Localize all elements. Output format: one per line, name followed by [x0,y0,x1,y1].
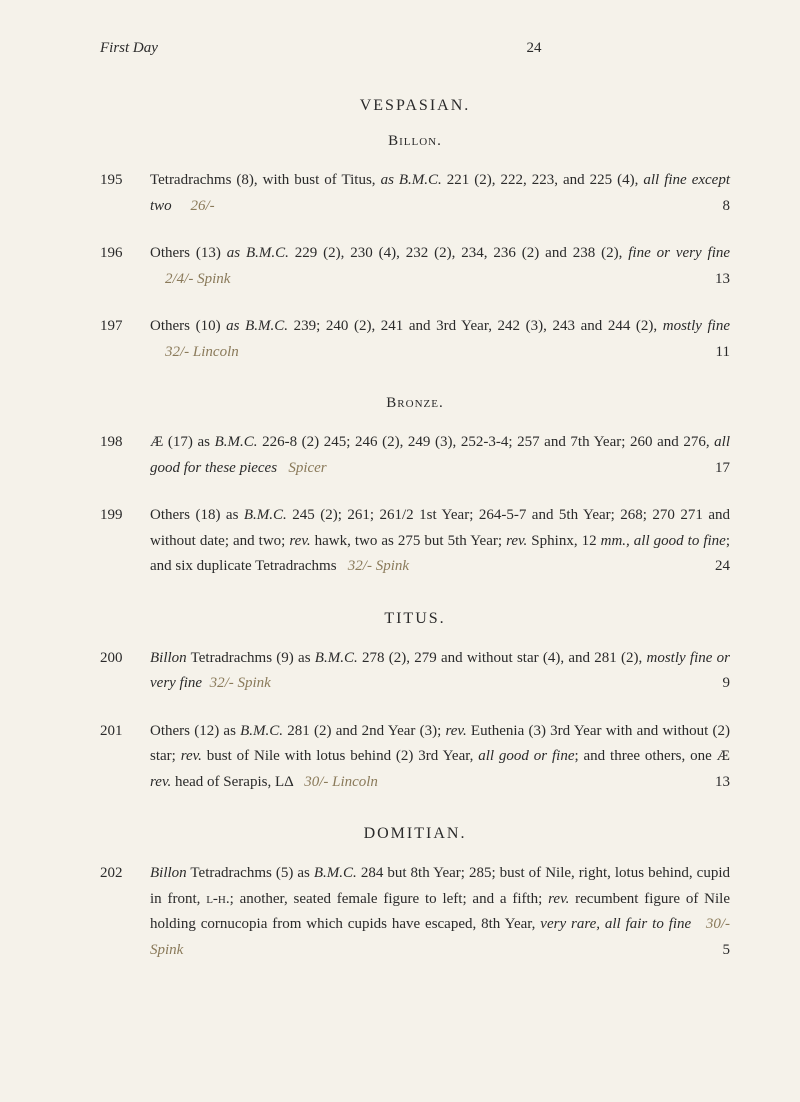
header-left: First Day [100,40,158,57]
price-annotation: Spicer [288,460,326,476]
lot-price: 13 [715,267,730,293]
lot-price: 17 [715,456,730,482]
lot-price: 13 [715,770,730,796]
lot-description: Others (10) as B.M.C. 239; 240 (2), 241 … [150,314,730,365]
lot-number: 202 [100,861,150,963]
lot-description: Others (18) as B.M.C. 245 (2); 261; 261/… [150,503,730,580]
section-title-titus: TITUS. [100,610,730,628]
lot-description: Tetradrachms (8), with bust of Titus, as… [150,168,730,219]
section-title-vespasian: VESPASIAN. [100,97,730,115]
lot-price: 24 [715,554,730,580]
section-title-domitian: DOMITIAN. [100,825,730,843]
lot-197: 197 Others (10) as B.M.C. 239; 240 (2), … [100,314,730,365]
price-annotation: 2/4/- Spink [165,271,230,287]
subsection-billon: Billon. [100,133,730,150]
lot-number: 200 [100,646,150,697]
lot-198: 198 Æ (17) as B.M.C. 226-8 (2) 245; 246 … [100,430,730,481]
price-annotation: 32/- Lincoln [165,344,239,360]
lot-price: 8 [723,194,731,220]
lot-number: 198 [100,430,150,481]
lot-number: 195 [100,168,150,219]
price-annotation: 30/- Lincoln [304,774,378,790]
page-number: 24 [526,40,541,57]
price-annotation: 32/- Spink [348,558,409,574]
lot-201: 201 Others (12) as B.M.C. 281 (2) and 2n… [100,719,730,796]
lot-price: 9 [723,671,731,697]
lot-price: 11 [716,340,730,366]
lot-price: 5 [723,938,731,964]
lot-number: 201 [100,719,150,796]
lot-199: 199 Others (18) as B.M.C. 245 (2); 261; … [100,503,730,580]
lot-196: 196 Others (13) as B.M.C. 229 (2), 230 (… [100,241,730,292]
lot-description: Billon Tetradrachms (5) as B.M.C. 284 bu… [150,861,730,963]
lot-200: 200 Billon Tetradrachms (9) as B.M.C. 27… [100,646,730,697]
price-annotation: 26/- [190,198,214,214]
page-header: First Day 24 [100,40,730,57]
lot-description: Æ (17) as B.M.C. 226-8 (2) 245; 246 (2),… [150,430,730,481]
lot-202: 202 Billon Tetradrachms (5) as B.M.C. 28… [100,861,730,963]
lot-description: Others (12) as B.M.C. 281 (2) and 2nd Ye… [150,719,730,796]
lot-description: Billon Tetradrachms (9) as B.M.C. 278 (2… [150,646,730,697]
lot-description: Others (13) as B.M.C. 229 (2), 230 (4), … [150,241,730,292]
lot-195: 195 Tetradrachms (8), with bust of Titus… [100,168,730,219]
lot-number: 196 [100,241,150,292]
lot-number: 197 [100,314,150,365]
price-annotation: 32/- Spink [210,675,271,691]
lot-number: 199 [100,503,150,580]
subsection-bronze: Bronze. [100,395,730,412]
